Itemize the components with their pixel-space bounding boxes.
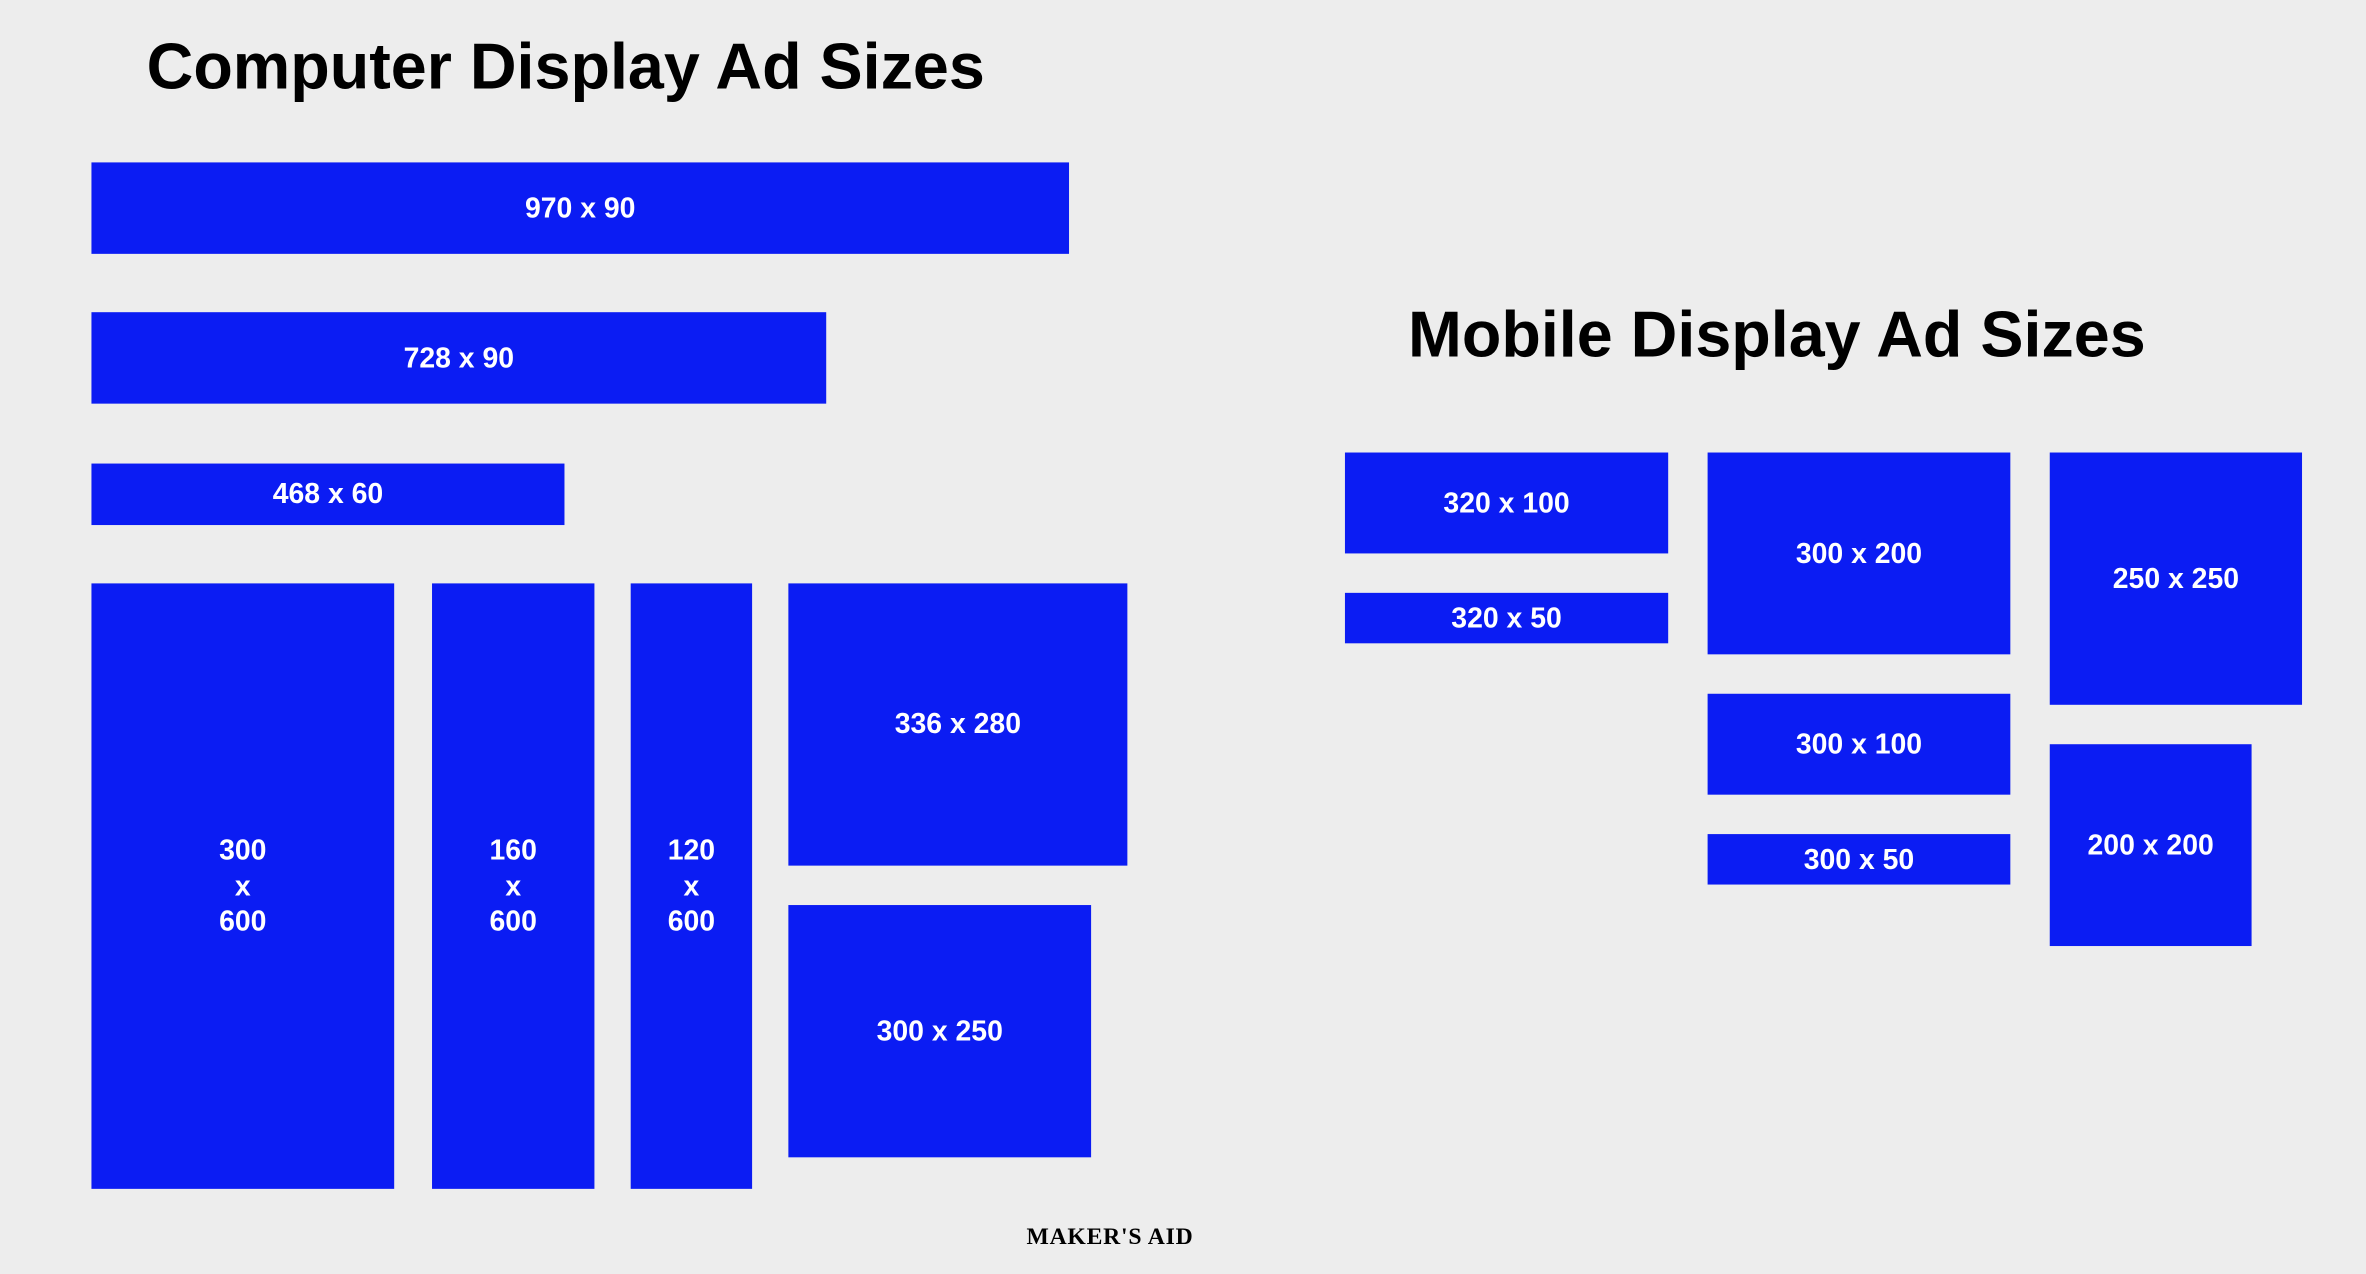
computer-section-title: Computer Display Ad Sizes <box>147 30 985 104</box>
ad-box-728x90: 728 x 90 <box>91 312 826 403</box>
mobile-section-title: Mobile Display Ad Sizes <box>1408 298 2146 372</box>
ad-size-label: 300 x 50 <box>1804 842 1914 877</box>
ad-size-label: 300 x 250 <box>877 1013 1003 1048</box>
ad-box-970x90: 970 x 90 <box>91 162 1069 253</box>
ad-box-300x50: 300 x 50 <box>1708 834 2011 884</box>
ad-box-300x250: 300 x 250 <box>788 905 1091 1157</box>
ad-size-label: 300 x 100 <box>1796 726 1922 761</box>
ad-box-200x200: 200 x 200 <box>2050 744 2252 946</box>
ad-size-label: 300x600 <box>219 833 266 939</box>
ad-size-label: 250 x 250 <box>2113 561 2239 596</box>
ad-box-120x600: 120x600 <box>631 583 752 1188</box>
ad-box-300x100: 300 x 100 <box>1708 694 2011 795</box>
ad-box-320x100: 320 x 100 <box>1345 453 1668 554</box>
ad-box-320x50: 320 x 50 <box>1345 593 1668 643</box>
ad-size-label: 320 x 50 <box>1451 600 1561 635</box>
ad-size-label: 160x600 <box>490 833 537 939</box>
ad-size-label: 200 x 200 <box>2088 827 2214 862</box>
ad-box-160x600: 160x600 <box>432 583 594 1188</box>
ad-size-label: 336 x 280 <box>895 707 1021 742</box>
ad-size-label: 320 x 100 <box>1443 485 1569 520</box>
ad-box-250x250: 250 x 250 <box>2050 453 2302 705</box>
ad-box-468x60: 468 x 60 <box>91 464 564 525</box>
ad-size-label: 728 x 90 <box>404 340 514 375</box>
ad-size-label: 120x600 <box>668 833 715 939</box>
ad-box-300x200: 300 x 200 <box>1708 453 2011 655</box>
ad-size-label: 970 x 90 <box>525 190 635 225</box>
diagram-canvas: Computer Display Ad Sizes Mobile Display… <box>0 0 2365 1274</box>
ad-size-label: 300 x 200 <box>1796 536 1922 571</box>
ad-size-label: 468 x 60 <box>273 477 383 512</box>
credit-label: MAKER'S AID <box>1026 1225 1193 1252</box>
ad-box-336x280: 336 x 280 <box>788 583 1127 865</box>
ad-box-300x600: 300x600 <box>91 583 394 1188</box>
